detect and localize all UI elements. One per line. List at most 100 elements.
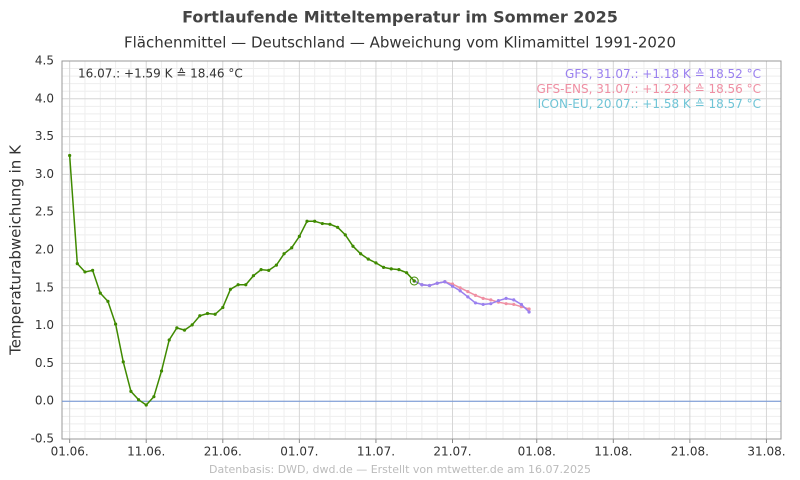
data-point xyxy=(251,274,256,278)
y-tick-label: 4.0 xyxy=(35,91,54,105)
data-point xyxy=(106,299,110,304)
data-point xyxy=(489,298,493,302)
data-point xyxy=(228,287,233,291)
data-point xyxy=(458,289,462,293)
data-point xyxy=(205,311,210,316)
legend-note: , 31.07.: +1.22 K ≙ 18.56 °C xyxy=(589,82,761,96)
y-tick-label: 1.5 xyxy=(35,280,54,294)
y-axis-label: Temperaturabweichung in K xyxy=(7,144,25,356)
y-tick-label: 0.5 xyxy=(35,356,54,370)
data-point xyxy=(305,219,309,223)
data-point xyxy=(244,283,248,287)
data-point xyxy=(297,234,301,238)
legend-note: , 31.07.: +1.18 K ≙ 18.52 °C xyxy=(589,67,761,81)
data-point xyxy=(136,398,141,402)
y-tick-label: 3.0 xyxy=(35,167,54,181)
data-point xyxy=(450,282,455,286)
data-point xyxy=(68,153,72,158)
data-point xyxy=(282,252,286,256)
data-point xyxy=(336,225,340,229)
data-point xyxy=(512,302,516,307)
data-point xyxy=(213,312,217,316)
data-point xyxy=(167,338,171,342)
data-point xyxy=(504,302,508,306)
x-tick-label: 11.07. xyxy=(357,445,395,459)
series-line xyxy=(413,280,530,313)
y-tick-label: 2.0 xyxy=(35,243,54,257)
x-tick-label: 21.06. xyxy=(204,445,242,459)
data-point xyxy=(450,284,455,288)
x-tick-label: 11.08. xyxy=(594,445,632,459)
x-tick-label: 21.07. xyxy=(433,445,471,459)
data-point xyxy=(98,291,102,295)
y-tick-label: -0.5 xyxy=(31,432,54,446)
legend-name: GFS-ENS xyxy=(537,82,589,96)
data-point xyxy=(75,262,79,266)
data-point xyxy=(404,271,409,275)
data-point xyxy=(121,360,125,364)
data-point xyxy=(389,267,393,271)
data-point xyxy=(496,299,501,303)
data-point xyxy=(351,244,355,248)
data-point xyxy=(466,289,470,294)
data-point xyxy=(527,307,531,311)
chart-subtitle: Flächenmittel — Deutschland — Abweichung… xyxy=(124,34,676,52)
y-tick-label: 0.0 xyxy=(35,394,54,408)
data-point xyxy=(190,323,194,327)
data-point xyxy=(458,286,462,290)
data-point xyxy=(435,281,439,285)
data-point xyxy=(313,219,317,223)
y-tick-label: 3.5 xyxy=(35,129,54,143)
data-point xyxy=(159,369,164,373)
data-point xyxy=(443,280,447,284)
data-point xyxy=(83,270,87,274)
data-point xyxy=(236,283,240,287)
data-point xyxy=(182,328,187,332)
data-point xyxy=(343,233,347,237)
y-tick-label: 2.5 xyxy=(35,205,54,219)
data-point xyxy=(129,389,133,393)
data-point xyxy=(427,283,432,288)
data-point xyxy=(152,395,156,399)
data-point xyxy=(290,246,294,250)
data-point xyxy=(420,283,424,287)
data-point xyxy=(198,314,202,318)
x-tick-label: 01.06. xyxy=(51,445,89,459)
data-point xyxy=(366,257,370,261)
plot-frame xyxy=(61,60,782,440)
data-point xyxy=(519,302,524,307)
legend-name: GFS xyxy=(565,67,589,81)
chart-title: Fortlaufende Mitteltemperatur im Sommer … xyxy=(182,8,618,27)
legend-entry: ICON-EU, 20.07.: +1.58 K ≙ 18.57 °C xyxy=(538,97,761,111)
data-point xyxy=(397,268,401,272)
data-point xyxy=(221,305,225,310)
x-tick-label: 01.08. xyxy=(518,445,556,459)
data-point xyxy=(328,222,332,226)
x-tick-label: 31.08. xyxy=(747,445,785,459)
series-line xyxy=(68,155,415,406)
x-tick-label: 21.08. xyxy=(671,445,709,459)
data-point xyxy=(91,268,95,273)
footer: Datenbasis: DWD, dwd.de — Erstellt von m… xyxy=(209,463,591,476)
data-point xyxy=(466,295,470,299)
annotation: 16.07.: +1.59 K ≙ 18.46 °C xyxy=(78,67,243,81)
y-tick-label: 4.5 xyxy=(35,54,54,68)
legend-name: ICON-EU xyxy=(538,97,589,111)
legend-note: , 20.07.: +1.58 K ≙ 18.57 °C xyxy=(589,97,761,111)
data-point xyxy=(512,298,516,302)
data-point xyxy=(144,403,148,407)
y-tick-label: 1.0 xyxy=(35,318,54,332)
data-point xyxy=(481,302,485,307)
data-point xyxy=(381,265,386,269)
x-tick-label: 11.06. xyxy=(127,445,165,459)
legend-entry: GFS-ENS, 31.07.: +1.22 K ≙ 18.56 °C xyxy=(537,82,761,96)
data-point xyxy=(412,279,416,283)
data-point xyxy=(527,310,531,314)
data-point xyxy=(267,268,271,273)
legend-entry: GFS, 31.07.: +1.18 K ≙ 18.52 °C xyxy=(565,67,761,81)
data-point xyxy=(175,326,179,330)
data-point xyxy=(374,261,378,265)
